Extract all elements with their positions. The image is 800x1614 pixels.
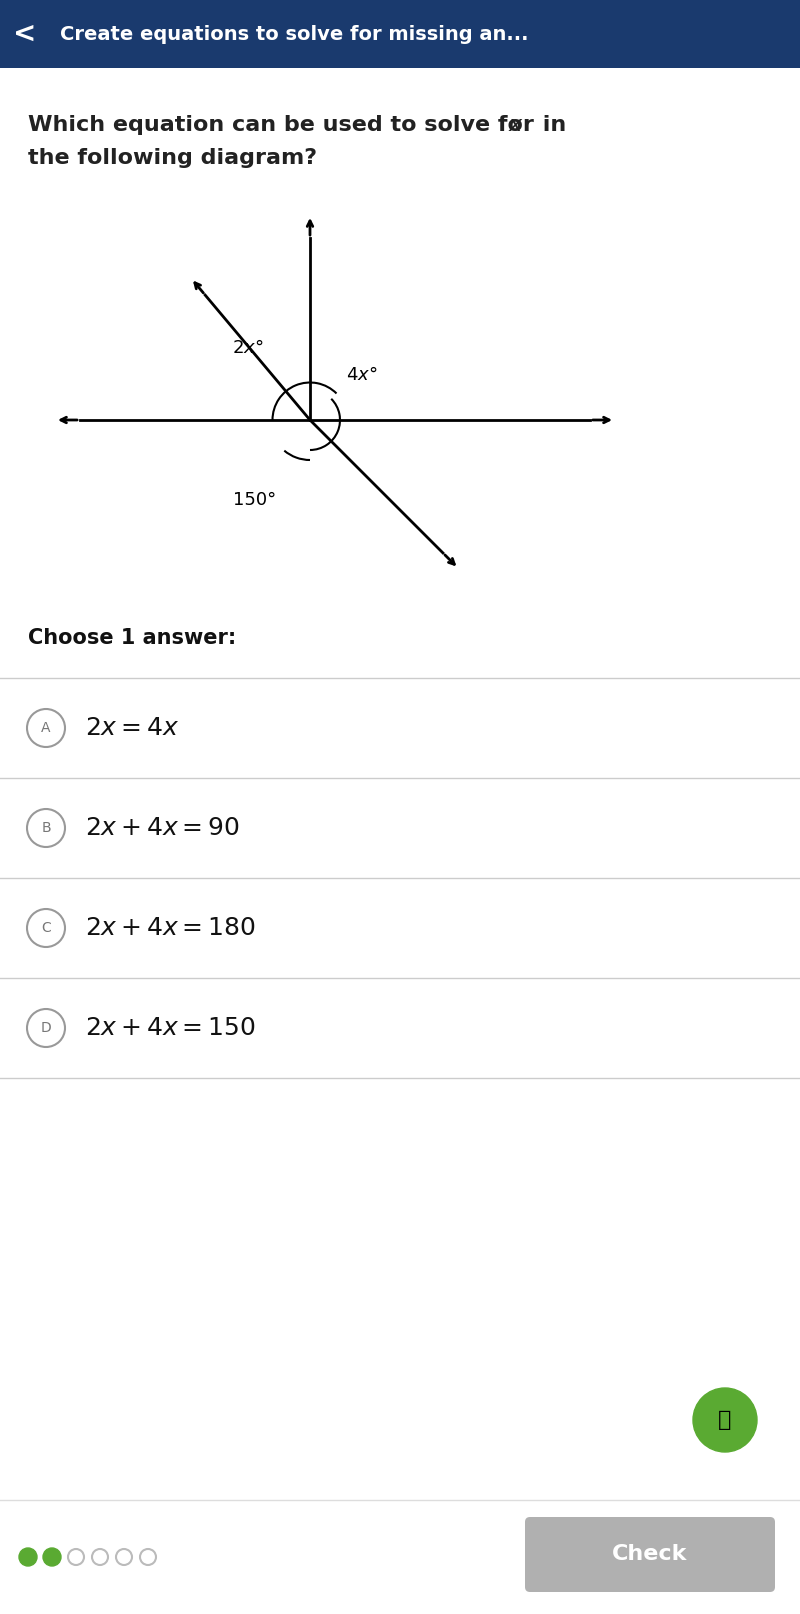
Text: Choose 1 answer:: Choose 1 answer: xyxy=(28,628,236,647)
Text: B: B xyxy=(41,822,51,834)
Text: $4x°$: $4x°$ xyxy=(346,366,378,384)
Text: the following diagram?: the following diagram? xyxy=(28,148,317,168)
Text: C: C xyxy=(41,922,51,935)
Circle shape xyxy=(693,1388,757,1453)
FancyBboxPatch shape xyxy=(0,0,800,68)
Text: $2x + 4x = 150$: $2x + 4x = 150$ xyxy=(85,1015,256,1039)
Text: $2x + 4x = 180$: $2x + 4x = 180$ xyxy=(85,917,256,939)
Text: A: A xyxy=(42,721,50,734)
Text: in: in xyxy=(535,115,566,136)
Text: Which equation can be used to solve for: Which equation can be used to solve for xyxy=(28,115,542,136)
Text: D: D xyxy=(41,1022,51,1035)
Text: 💡: 💡 xyxy=(718,1411,732,1430)
FancyBboxPatch shape xyxy=(525,1517,775,1591)
Text: $2x = 4x$: $2x = 4x$ xyxy=(85,717,179,739)
Text: $2x + 4x = 90$: $2x + 4x = 90$ xyxy=(85,817,240,839)
Circle shape xyxy=(43,1548,61,1566)
Text: $2x°$: $2x°$ xyxy=(232,339,264,357)
Circle shape xyxy=(19,1548,37,1566)
Text: <: < xyxy=(14,19,37,48)
Text: $x$: $x$ xyxy=(508,115,524,136)
Text: Create equations to solve for missing an...: Create equations to solve for missing an… xyxy=(60,24,529,44)
Text: 150°: 150° xyxy=(234,491,277,508)
Text: Check: Check xyxy=(612,1545,688,1564)
